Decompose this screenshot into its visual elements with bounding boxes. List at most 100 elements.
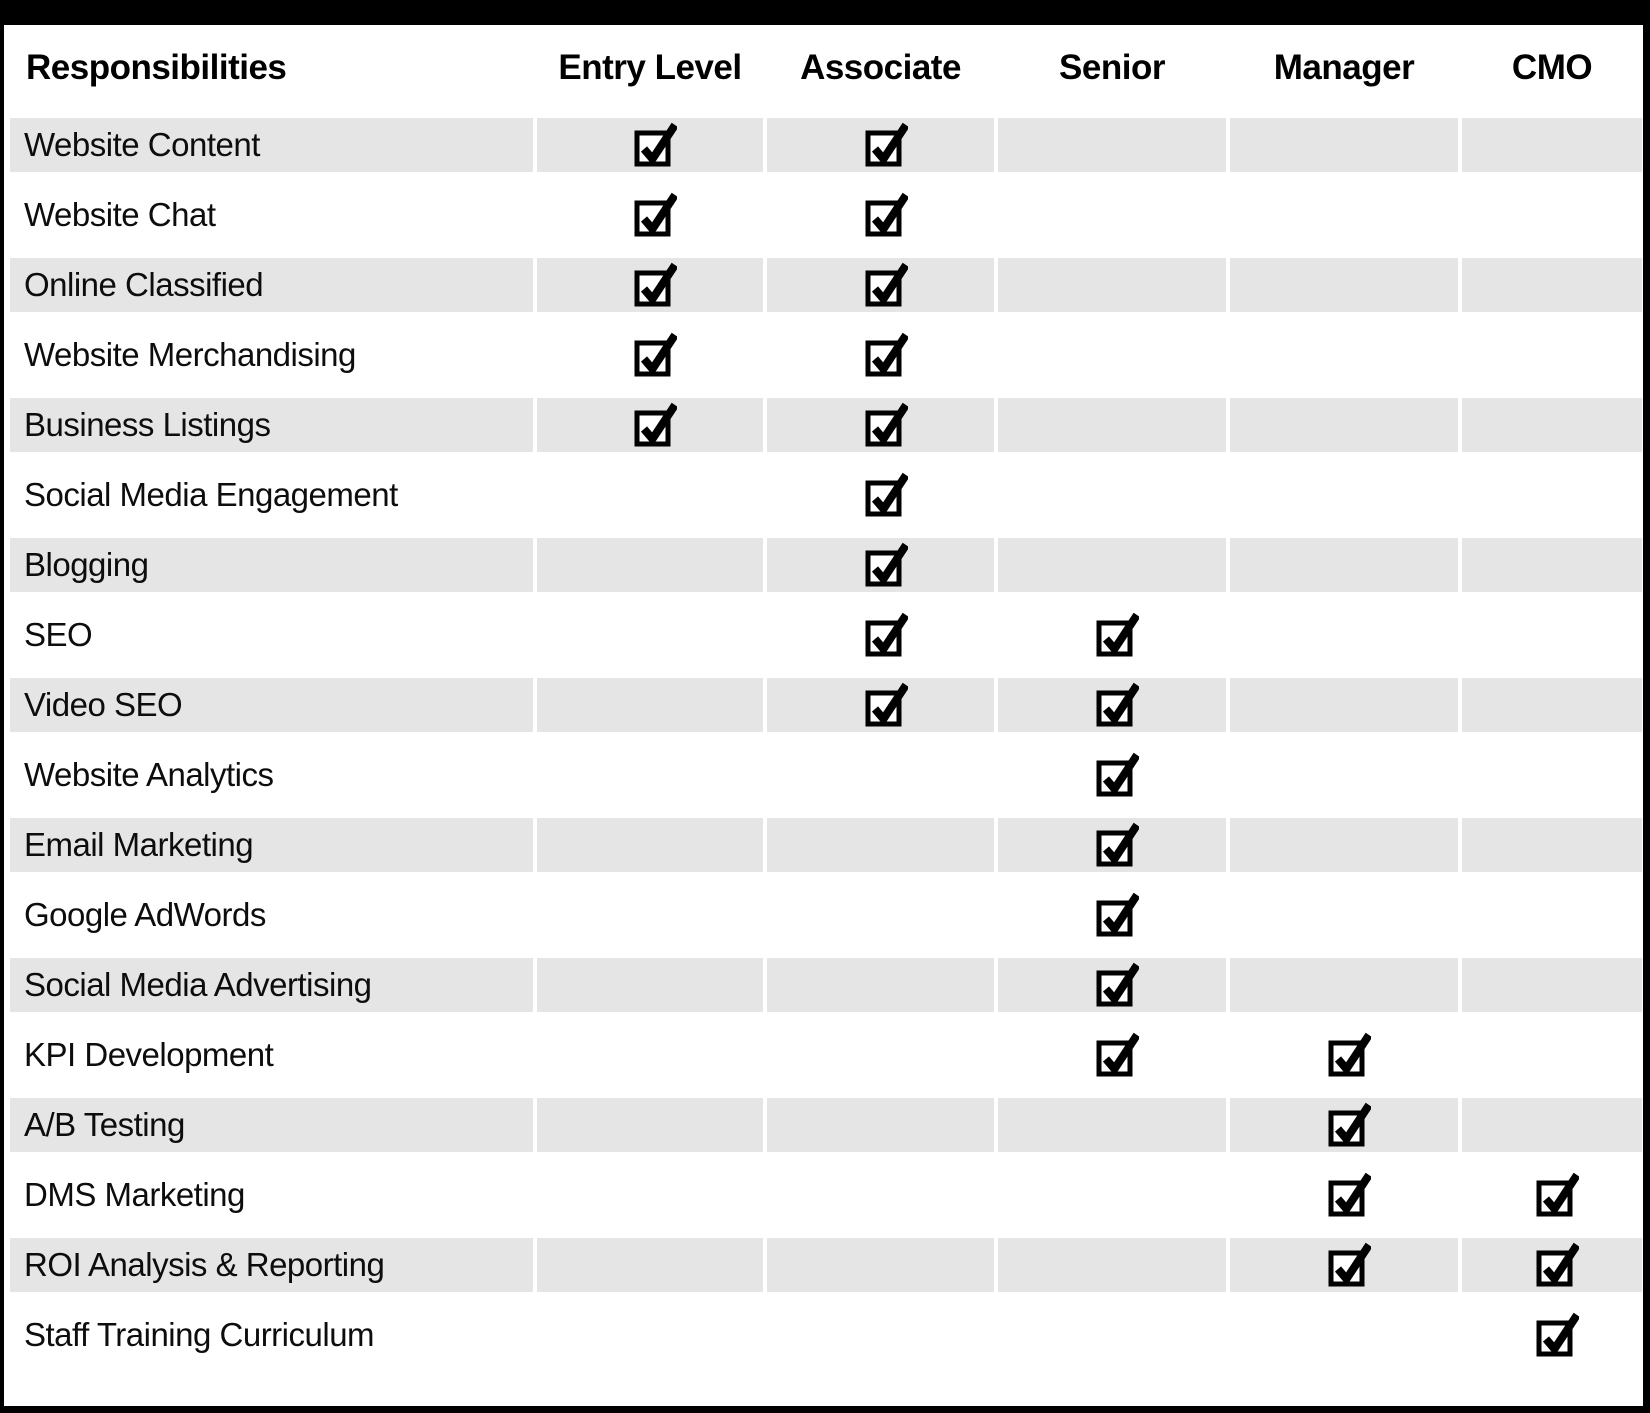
checked-cell (767, 678, 994, 732)
checked-cell (998, 748, 1226, 802)
table-row: Staff Training Curriculum (4, 1300, 1643, 1370)
empty-cell (998, 468, 1226, 522)
row-label: Website Merchandising (24, 336, 356, 373)
checkbox-checked-icon (631, 122, 677, 168)
table-body: Website Content Website Chat Online Clas… (4, 110, 1643, 1370)
table-row: A/B Testing (4, 1090, 1643, 1160)
empty-cell (767, 1168, 994, 1222)
empty-cell (537, 1168, 763, 1222)
empty-cell (767, 958, 994, 1012)
checkbox-checked-icon (1093, 682, 1139, 728)
table-row: Google AdWords (4, 880, 1643, 950)
empty-cell (537, 818, 763, 872)
checked-cell (998, 1028, 1226, 1082)
column-header-manager: Manager (1273, 47, 1415, 87)
row-label: Website Chat (24, 196, 216, 233)
checkbox-checked-icon (1533, 1242, 1579, 1288)
table-row: Website Chat (4, 180, 1643, 250)
empty-cell (767, 748, 994, 802)
empty-cell (1462, 188, 1642, 242)
empty-cell (537, 958, 763, 1012)
table-row: Social Media Engagement (4, 460, 1643, 530)
checkbox-checked-icon (862, 332, 908, 378)
table-row: Website Content (4, 110, 1643, 180)
row-label: Staff Training Curriculum (24, 1316, 375, 1353)
empty-cell (1230, 958, 1458, 1012)
empty-cell (1230, 398, 1458, 452)
row-label: ROI Analysis & Reporting (10, 1238, 533, 1292)
empty-cell (1462, 258, 1642, 312)
checked-cell (767, 468, 994, 522)
table-row: Social Media Advertising (4, 950, 1643, 1020)
checkbox-checked-icon (1093, 962, 1139, 1008)
empty-cell (537, 468, 763, 522)
empty-cell (998, 1168, 1226, 1222)
empty-cell (1462, 538, 1642, 592)
empty-cell (1230, 468, 1458, 522)
table-row: ROI Analysis & Reporting (4, 1230, 1643, 1300)
empty-cell (998, 118, 1226, 172)
checkbox-checked-icon (631, 332, 677, 378)
checkbox-checked-icon (631, 192, 677, 238)
table-row: Online Classified (4, 250, 1643, 320)
empty-cell (767, 818, 994, 872)
checkbox-checked-icon (1325, 1242, 1371, 1288)
empty-cell (1462, 958, 1642, 1012)
checked-cell (998, 608, 1226, 662)
empty-cell (1462, 468, 1642, 522)
row-label: Social Media Engagement (24, 476, 398, 513)
row-label: Online Classified (10, 258, 533, 312)
checkbox-checked-icon (862, 472, 908, 518)
empty-cell (998, 1238, 1226, 1292)
empty-cell (998, 1098, 1226, 1152)
empty-cell (1230, 818, 1458, 872)
column-header-entry-level: Entry Level (558, 47, 742, 87)
table-row: Email Marketing (4, 810, 1643, 880)
column-header-cmo: CMO (1511, 47, 1593, 87)
empty-cell (537, 1098, 763, 1152)
checked-cell (1230, 1238, 1458, 1292)
empty-cell (1462, 118, 1642, 172)
empty-cell (1230, 258, 1458, 312)
checked-cell (767, 118, 994, 172)
empty-cell (1462, 398, 1642, 452)
empty-cell (998, 258, 1226, 312)
empty-cell (1462, 1098, 1642, 1152)
table-row: Blogging (4, 530, 1643, 600)
checked-cell (767, 188, 994, 242)
empty-cell (767, 1098, 994, 1152)
checked-cell (998, 958, 1226, 1012)
empty-cell (1230, 678, 1458, 732)
empty-cell (1230, 538, 1458, 592)
table-row: Business Listings (4, 390, 1643, 460)
header-row: Responsibilities Entry Level Associate S… (4, 25, 1643, 110)
checked-cell (537, 118, 763, 172)
checkbox-checked-icon (1093, 1032, 1139, 1078)
row-label: Business Listings (10, 398, 533, 452)
empty-cell (1230, 888, 1458, 942)
table-row: DMS Marketing (4, 1160, 1643, 1230)
checked-cell (767, 398, 994, 452)
checked-cell (767, 328, 994, 382)
checkbox-checked-icon (1325, 1032, 1371, 1078)
empty-cell (537, 1308, 763, 1362)
checkbox-checked-icon (1093, 892, 1139, 938)
empty-cell (998, 538, 1226, 592)
checkbox-checked-icon (862, 612, 908, 658)
empty-cell (1462, 328, 1642, 382)
row-label: Website Content (10, 118, 533, 172)
column-header-senior: Senior (1059, 47, 1165, 87)
checked-cell (767, 258, 994, 312)
row-label: Email Marketing (10, 818, 533, 872)
empty-cell (537, 748, 763, 802)
checked-cell (537, 188, 763, 242)
checkbox-checked-icon (1533, 1312, 1579, 1358)
empty-cell (998, 188, 1226, 242)
empty-cell (537, 608, 763, 662)
empty-cell (1230, 118, 1458, 172)
checked-cell (1462, 1238, 1642, 1292)
column-header-associate: Associate (800, 47, 961, 87)
empty-cell (537, 1238, 763, 1292)
checkbox-checked-icon (862, 402, 908, 448)
